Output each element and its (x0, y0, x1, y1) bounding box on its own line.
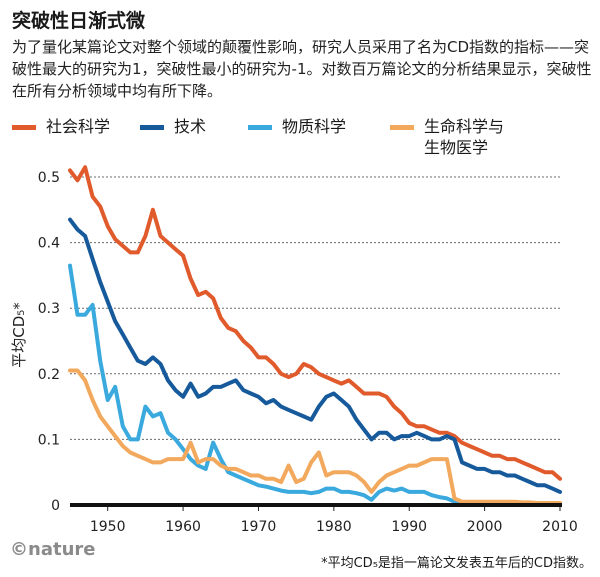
legend-label-physical: 物质科学 (282, 117, 347, 136)
footnote: *平均CD₅是指一篇论文发表五年后的CD指数。 (321, 556, 592, 571)
chart-title: 突破性日渐式微 (12, 10, 146, 32)
series-line-social (68, 165, 562, 481)
y-tick-label-0: 0 (51, 498, 60, 514)
x-tick-label-3: 1980 (316, 519, 352, 535)
y-axis-label: 平均CD₅* (10, 302, 28, 368)
chart-subtitle: 为了量化某篇论文对整个领域的颠覆性影响，研究人员采用了名为CD指数的指标——突破… (12, 38, 592, 100)
y-tick-label-5: 0.5 (38, 170, 60, 186)
legend-swatch-physical (248, 125, 272, 130)
legend-swatch-life (390, 125, 414, 130)
legend-item-life: 生命科学与 生物医学 (390, 116, 504, 158)
x-tick-label-6: 2010 (542, 519, 578, 535)
legend-label-tech: 技术 (174, 117, 207, 136)
x-tick-label-1: 1960 (165, 519, 201, 535)
legend-label-life: 生命科学与 生物医学 (424, 117, 505, 157)
legend-swatch-social (12, 125, 36, 130)
x-tick-label-5: 2000 (467, 519, 503, 535)
nature-logo: ©nature (10, 539, 96, 560)
x-tick-label-0: 1950 (90, 519, 126, 535)
x-tick-label-4: 1990 (391, 519, 427, 535)
series-line-tech (68, 217, 562, 494)
legend-label-social: 社会科学 (46, 117, 111, 136)
legend-item-physical: 物质科学 (248, 116, 346, 137)
series-line-life (68, 368, 562, 505)
legend-swatch-tech (140, 125, 164, 130)
legend-item-social: 社会科学 (12, 116, 110, 137)
y-tick-label-1: 0.1 (38, 432, 60, 448)
legend: 社会科学 技术 物质科学 生命科学与 生物医学 (12, 116, 592, 166)
y-tick-label-4: 0.4 (38, 236, 60, 252)
x-tick-label-2: 1970 (241, 519, 277, 535)
y-tick-label-3: 0.3 (38, 301, 60, 317)
legend-item-tech: 技术 (140, 116, 206, 137)
y-tick-label-2: 0.2 (38, 367, 60, 383)
